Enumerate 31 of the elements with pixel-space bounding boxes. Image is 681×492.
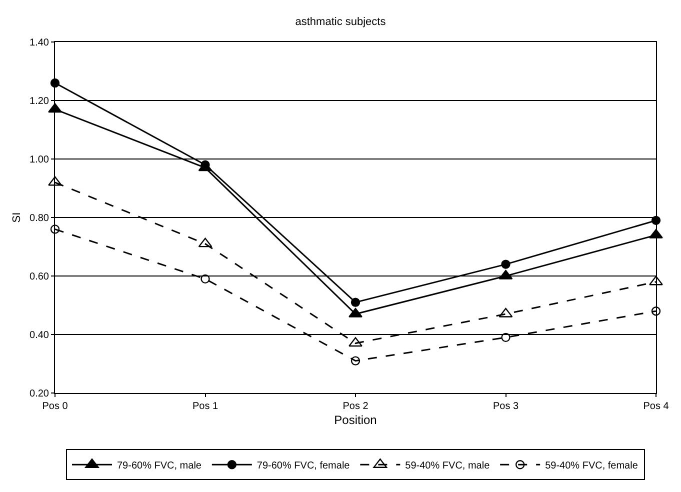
- x-tick-label: Pos 4: [643, 401, 670, 412]
- y-tick-label: 1.00: [30, 154, 50, 166]
- point: [501, 260, 510, 269]
- y-tick-label: 1.40: [30, 38, 50, 48]
- legend-label: 79-60% FVC, male: [117, 460, 202, 472]
- x-tick-label: Pos 1: [192, 401, 218, 412]
- point: [348, 337, 362, 347]
- legend-label: 59-40% FVC, male: [405, 460, 490, 472]
- y-tick-label: 0.20: [30, 388, 50, 400]
- point: [350, 356, 360, 366]
- legend-label: 59-40% FVC, female: [545, 460, 638, 472]
- x-tick-label: Pos 0: [42, 401, 68, 412]
- legend-label: 79-60% FVC, female: [256, 460, 350, 472]
- y-tick-label: 0.60: [30, 272, 50, 282]
- point: [649, 228, 663, 238]
- point: [200, 274, 210, 284]
- y-axis-title: SI: [11, 212, 24, 223]
- point: [651, 306, 661, 316]
- y-tick-label: 1.20: [30, 96, 50, 107]
- point: [350, 298, 360, 307]
- point: [48, 176, 62, 186]
- point: [501, 332, 510, 342]
- point: [649, 276, 663, 286]
- point: [348, 308, 362, 318]
- chart-title: asthmatic subjects: [295, 16, 386, 28]
- x-axis-title: Position: [334, 412, 377, 427]
- x-tick-label: Pos 3: [492, 401, 519, 412]
- y-tick-label: 0.80: [30, 213, 50, 224]
- y-tick-label: 0.40: [30, 330, 50, 341]
- point: [50, 224, 60, 234]
- x-tick-label: Pos 2: [342, 401, 369, 412]
